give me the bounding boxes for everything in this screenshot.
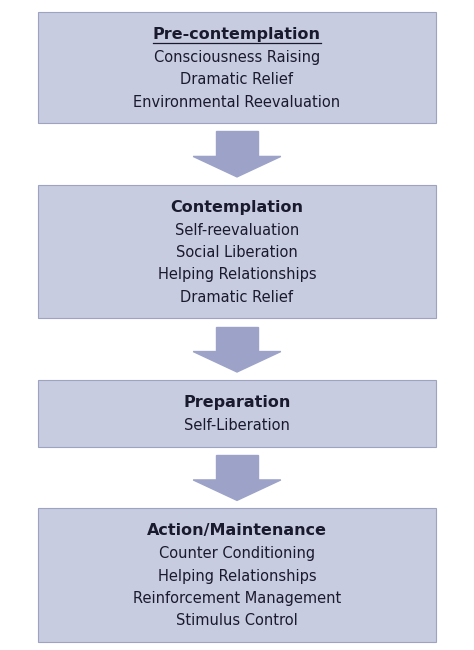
Bar — [38, 185, 436, 318]
Text: Counter Conditioning: Counter Conditioning — [159, 547, 315, 562]
Text: Helping Relationships: Helping Relationships — [158, 569, 316, 584]
Polygon shape — [193, 157, 281, 177]
Text: Contemplation: Contemplation — [171, 200, 303, 214]
Text: Reinforcement Management: Reinforcement Management — [133, 591, 341, 606]
Text: Environmental Reevaluation: Environmental Reevaluation — [134, 95, 340, 110]
Polygon shape — [193, 480, 281, 500]
Bar — [38, 380, 436, 447]
Polygon shape — [193, 352, 281, 372]
Text: Dramatic Relief: Dramatic Relief — [181, 290, 293, 305]
Text: Social Liberation: Social Liberation — [176, 245, 298, 260]
Polygon shape — [216, 326, 258, 352]
Text: Dramatic Relief: Dramatic Relief — [181, 72, 293, 87]
Text: Stimulus Control: Stimulus Control — [176, 613, 298, 628]
Text: Consciousness Raising: Consciousness Raising — [154, 50, 320, 65]
Text: Preparation: Preparation — [183, 395, 291, 410]
Polygon shape — [216, 455, 258, 480]
Text: Self-Liberation: Self-Liberation — [184, 418, 290, 433]
Text: Self-reevaluation: Self-reevaluation — [175, 223, 299, 238]
Bar — [38, 508, 436, 642]
Polygon shape — [216, 131, 258, 157]
Text: Action/Maintenance: Action/Maintenance — [147, 523, 327, 538]
Bar — [38, 12, 436, 124]
Text: Helping Relationships: Helping Relationships — [158, 267, 316, 283]
Text: Pre-contemplation: Pre-contemplation — [153, 27, 321, 42]
